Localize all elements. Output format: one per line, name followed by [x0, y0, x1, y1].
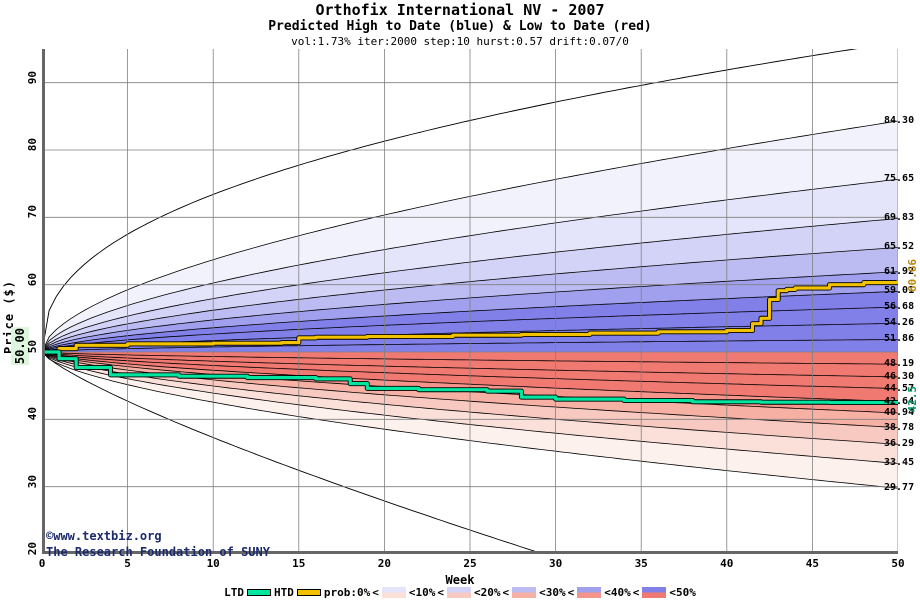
right-label-59.01: 59.01	[884, 285, 915, 297]
right-label-36.29: 36.29	[884, 438, 915, 450]
x-axis-title: Week	[445, 573, 475, 587]
legend-item-ltd[interactable]: LTD	[223, 586, 273, 599]
right-label-46.30: 46.30	[884, 370, 915, 382]
organization-text: The Research Foundation of SUNY	[46, 545, 270, 559]
legend-item-htd[interactable]: HTD	[273, 586, 323, 599]
x-tick-45: 45	[805, 557, 820, 570]
x-tick-25: 25	[463, 557, 477, 570]
ltd-final-value: 42.5	[906, 386, 919, 413]
legend-band-label-0: <10%	[408, 586, 436, 599]
legend-band-swatch-40	[577, 587, 602, 598]
legend-htd-label: HTD	[274, 586, 294, 599]
chart-legend: LTD HTD prob:0% < <10% < <20% < <30% < <40% < <50%	[0, 586, 920, 599]
y-tick-30: 30	[26, 474, 39, 488]
legend-band-label-4: <50%	[669, 586, 696, 599]
legend-band-label-2: <30%	[539, 586, 566, 599]
legend-band-swatch-10	[381, 587, 406, 598]
legend-htd-swatch	[296, 589, 321, 596]
legend-band-label-1: <20%	[473, 586, 501, 599]
simulation-params: vol:1.73% iter:2000 step:10 hurst:0.57 d…	[291, 35, 629, 48]
right-label-84.30: 84.30	[884, 115, 915, 127]
x-tick-10: 10	[206, 557, 220, 570]
x-tick-40: 40	[720, 557, 734, 570]
legend-band-swatch-50	[642, 587, 667, 598]
x-tick-30: 30	[548, 557, 563, 570]
x-tick-15: 15	[292, 557, 306, 570]
legend-ltd-swatch	[247, 589, 271, 596]
legend-lt-3: <	[567, 586, 575, 599]
y-tick-40: 40	[26, 407, 39, 421]
right-label-48.19: 48.19	[884, 358, 915, 370]
y-tick-60: 60	[26, 272, 39, 286]
x-tick-35: 35	[634, 557, 648, 570]
legend-band-label-3: <40%	[604, 586, 631, 599]
chart-subtitle: Predicted High to Date (blue) & Low to D…	[268, 19, 652, 34]
x-tick-20: 20	[377, 557, 392, 570]
x-tick-50: 50	[891, 557, 905, 570]
right-label-40.94: 40.94	[884, 407, 915, 418]
right-label-75.65: 75.65	[884, 173, 915, 185]
right-label-56.68: 56.68	[884, 301, 915, 313]
page-title: Orthofix International NV - 2007	[315, 1, 605, 19]
legend-ltd-label: LTD	[224, 586, 244, 599]
chart-canvas	[42, 49, 898, 554]
y-tick-70: 70	[26, 205, 39, 219]
y-tick-50: 50	[26, 340, 39, 354]
right-label-38.78: 38.78	[884, 421, 915, 433]
right-label-44.57: 44.57	[884, 382, 915, 394]
x-tick-5: 5	[124, 557, 131, 570]
right-label-61.92: 61.92	[884, 265, 915, 277]
plot-area	[42, 49, 898, 554]
legend-band-swatch-20	[446, 587, 471, 598]
legend-lt-4: <	[632, 586, 640, 599]
legend-band-swatch-30	[512, 587, 537, 598]
y-tick-80: 80	[26, 138, 39, 152]
legend-lt-2: <	[502, 586, 510, 599]
right-label-33.45: 33.45	[884, 457, 915, 469]
right-label-54.26: 54.26	[884, 317, 915, 329]
right-label-29.77: 29.77	[884, 482, 915, 494]
right-label-42.64: 42.64	[884, 395, 915, 407]
legend-lt-0: <	[372, 586, 379, 599]
htd-final-value: 60.66	[906, 259, 919, 293]
y-tick-20: 20	[26, 542, 39, 556]
right-label-51.86: 51.86	[884, 333, 915, 345]
legend-lt-1: <	[437, 586, 444, 599]
y-tick-90: 90	[26, 70, 39, 84]
copyright-text: ©www.textbiz.org	[46, 529, 162, 543]
legend-prob-label: prob:0%	[323, 586, 371, 599]
right-label-65.52: 65.52	[884, 241, 915, 253]
x-tick-0: 0	[38, 557, 46, 570]
right-label-69.83: 69.83	[884, 212, 915, 224]
